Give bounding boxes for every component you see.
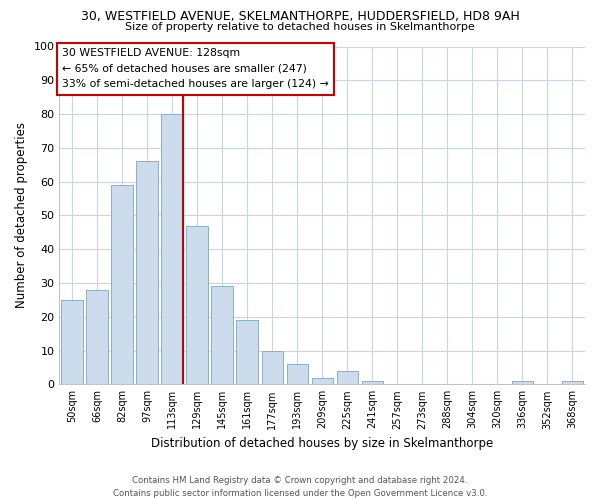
X-axis label: Distribution of detached houses by size in Skelmanthorpe: Distribution of detached houses by size … (151, 437, 493, 450)
Bar (161, 114, 182, 384)
Bar (262, 350, 283, 384)
Bar (512, 381, 533, 384)
Bar (86, 290, 107, 384)
Bar (112, 185, 133, 384)
Bar (136, 162, 158, 384)
Text: Size of property relative to detached houses in Skelmanthorpe: Size of property relative to detached ho… (125, 22, 475, 32)
Bar (211, 286, 233, 384)
Text: Contains HM Land Registry data © Crown copyright and database right 2024.
Contai: Contains HM Land Registry data © Crown c… (113, 476, 487, 498)
Bar (236, 320, 258, 384)
Y-axis label: Number of detached properties: Number of detached properties (15, 122, 28, 308)
Bar (61, 300, 83, 384)
Bar (311, 378, 333, 384)
Text: 30 WESTFIELD AVENUE: 128sqm
← 65% of detached houses are smaller (247)
33% of se: 30 WESTFIELD AVENUE: 128sqm ← 65% of det… (62, 48, 329, 90)
Text: 30, WESTFIELD AVENUE, SKELMANTHORPE, HUDDERSFIELD, HD8 9AH: 30, WESTFIELD AVENUE, SKELMANTHORPE, HUD… (80, 10, 520, 23)
Bar (337, 371, 358, 384)
Bar (287, 364, 308, 384)
Bar (362, 381, 383, 384)
Bar (562, 381, 583, 384)
Bar (187, 226, 208, 384)
